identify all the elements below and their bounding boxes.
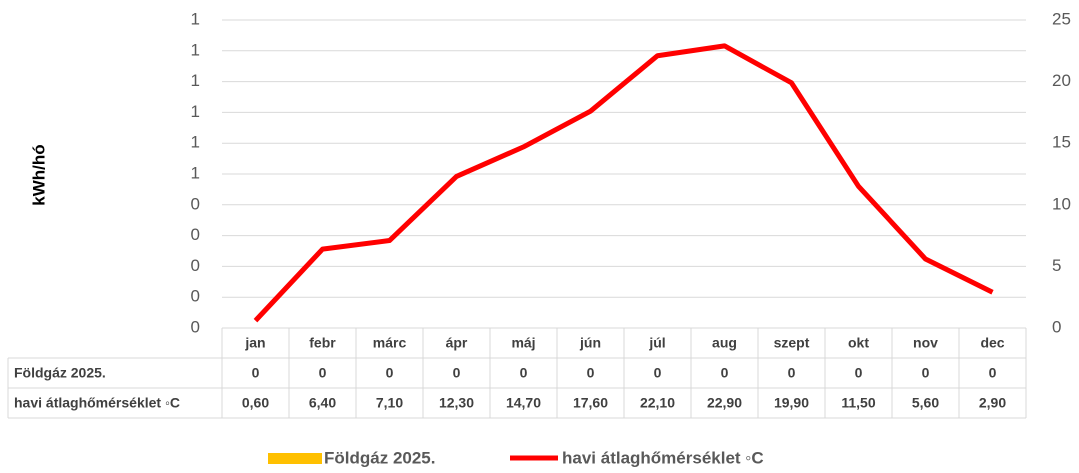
table-cell: 17,60	[573, 395, 608, 411]
x-tick-label: márc	[373, 335, 407, 351]
table-cell: 0	[319, 365, 327, 381]
table-cell: 6,40	[309, 395, 336, 411]
line	[253, 43, 994, 323]
y-axis-title: kWh/hó	[29, 144, 48, 205]
y2-tick-label: 15	[1052, 133, 1071, 152]
table-row-label: havi átlaghőmérséklet ◦C	[14, 395, 180, 411]
y-tick-label: 0	[191, 225, 200, 244]
table-cell: 0	[587, 365, 595, 381]
x-tick-label: nov	[913, 335, 938, 351]
x-tick-label: máj	[511, 335, 535, 351]
table-cell: 0	[520, 365, 528, 381]
table-cell: 7,10	[376, 395, 403, 411]
legend-label: havi átlaghőmérséklet ◦C	[562, 448, 764, 467]
y-tick-label: 1	[191, 40, 200, 59]
x-tick-label: jún	[579, 335, 601, 351]
table-cell: 0	[721, 365, 729, 381]
y2-tick-label: 25	[1052, 9, 1071, 28]
x-tick-label: dec	[980, 335, 1004, 351]
table-cell: 12,30	[439, 395, 474, 411]
table-cell: 22,10	[640, 395, 675, 411]
x-tick-label: jan	[244, 335, 265, 351]
y-tick-label: 0	[191, 317, 200, 336]
x-tick-label: szept	[774, 335, 810, 351]
table-cell: 0	[788, 365, 796, 381]
x-tick-label: ápr	[446, 335, 468, 351]
y2-tick-label: 10	[1052, 194, 1071, 213]
y-tick-label: 1	[191, 71, 200, 90]
y2-tick-label: 0	[1052, 317, 1061, 336]
y-tick-label: 1	[191, 133, 200, 152]
table-cell: 19,90	[774, 395, 809, 411]
x-tick-label: febr	[309, 335, 336, 351]
table-cell: 5,60	[912, 395, 939, 411]
y-tick-label: 0	[191, 256, 200, 275]
table-row-label: Földgáz 2025.	[14, 365, 106, 381]
x-tick-label: júl	[648, 335, 665, 351]
table-cell: 22,90	[707, 395, 742, 411]
table-cell: 0	[453, 365, 461, 381]
y-tick-label: 1	[191, 163, 200, 182]
table-cell: 0,60	[242, 395, 269, 411]
y2-tick-label: 5	[1052, 256, 1061, 275]
table-cell: 14,70	[506, 395, 541, 411]
legend-swatch	[268, 453, 322, 464]
y2-tick-label: 20	[1052, 71, 1071, 90]
table-cell: 0	[922, 365, 930, 381]
table-cell: 11,50	[841, 395, 875, 411]
y-tick-label: 0	[191, 194, 200, 213]
x-tick-label: okt	[848, 335, 869, 351]
table-cell: 0	[252, 365, 260, 381]
table-cell: 0	[989, 365, 997, 381]
x-tick-label: aug	[712, 335, 737, 351]
y-tick-label: 1	[191, 9, 200, 28]
table-cell: 2,90	[979, 395, 1006, 411]
legend-label: Földgáz 2025.	[324, 448, 435, 467]
table-cell: 0	[386, 365, 394, 381]
table-cell: 0	[654, 365, 662, 381]
y-tick-label: 0	[191, 287, 200, 306]
table-cell: 0	[855, 365, 863, 381]
y-tick-label: 1	[191, 102, 200, 121]
